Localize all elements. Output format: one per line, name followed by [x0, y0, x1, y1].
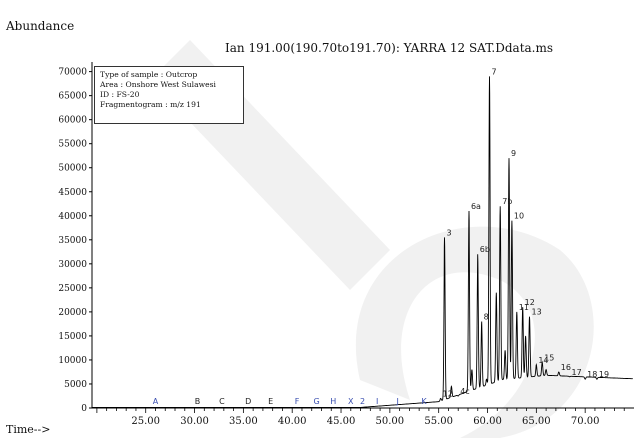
y-tick-label: 25000: [58, 284, 87, 294]
y-tick-label: 15000: [58, 332, 87, 342]
info-area: Area : Onshore West Sulawesi: [100, 80, 216, 89]
sample-info-box: Type of sample : Outcrop Area : Onshore …: [94, 66, 244, 124]
early-label: J: [395, 397, 398, 406]
x-tick-label: 70.00: [571, 416, 600, 427]
peak-label: 7b: [502, 197, 512, 206]
y-tick-label: 30000: [58, 260, 87, 270]
early-label: E: [268, 397, 273, 406]
chromatogram-trace: [92, 76, 633, 408]
chart-title: Ian 191.00(190.70to191.70): YARRA 12 SAT…: [225, 41, 553, 55]
peak-label: 4c: [460, 387, 470, 396]
y-ticks: 0 5000 10000 15000 20000 25000 30000 35000 40000…: [58, 68, 92, 414]
peak-label: 9: [511, 149, 516, 158]
x-tick-label: 60.00: [473, 416, 502, 427]
y-tick-label: 45000: [58, 188, 87, 198]
peak-label: 8: [484, 313, 489, 322]
early-label: I: [376, 397, 378, 406]
peak-label: 15: [544, 353, 554, 362]
y-axis-label: Abundance: [5, 19, 74, 33]
x-tick-label: 25.00: [131, 416, 160, 427]
peak-label: 7: [491, 67, 496, 76]
peak-label: 3: [447, 228, 452, 237]
x-tick-label: 50.00: [376, 416, 405, 427]
early-label: C: [219, 397, 225, 406]
x-tick-label: 65.00: [522, 416, 551, 427]
early-label: K: [421, 397, 427, 406]
y-tick-label: 20000: [58, 308, 87, 318]
peak-label: 6a: [471, 202, 481, 211]
peak-label: 11: [519, 303, 529, 312]
early-label: G: [314, 397, 320, 406]
early-label: B: [195, 397, 201, 406]
info-sample-type: Type of sample : Outcrop: [100, 70, 198, 79]
x-tick-label: 35.00: [229, 416, 258, 427]
x-tick-label: 45.00: [327, 416, 356, 427]
y-tick-label: 50000: [58, 164, 87, 174]
early-label: 2: [360, 397, 365, 406]
y-tick-label: 65000: [58, 92, 87, 102]
x-ticks: 25.00 30.00 35.00 40.00 45.00 50.00 55.00 60.00…: [96, 408, 625, 427]
peak-label: 10: [514, 212, 524, 221]
peak-label: 17: [572, 368, 582, 377]
peak-label: 12: [525, 298, 535, 307]
x-tick-label: 30.00: [180, 416, 209, 427]
x-tick-label: 40.00: [278, 416, 307, 427]
y-tick-label: 0: [81, 404, 87, 414]
peak-label: 19: [599, 370, 609, 379]
y-tick-label: 10000: [58, 356, 87, 366]
peak-label: 14: [538, 356, 548, 365]
y-tick-label: 35000: [58, 236, 87, 246]
y-tick-label: 5000: [64, 380, 87, 390]
y-tick-label: 55000: [58, 140, 87, 150]
peak-label: 13: [532, 308, 542, 317]
peak-label: 16: [561, 363, 571, 372]
x-axis-label: Time-->: [6, 423, 50, 436]
early-label: A: [153, 397, 159, 406]
early-label: F: [295, 397, 300, 406]
early-label: X: [348, 397, 354, 406]
info-fragmentogram: Fragmentogram : m/z 191: [100, 100, 201, 109]
peak-label: 12: [443, 389, 453, 398]
y-tick-label: 70000: [58, 68, 87, 78]
y-tick-label: 60000: [58, 116, 87, 126]
peak-label: 18: [587, 370, 597, 379]
peak-label: 6b: [480, 245, 490, 254]
x-tick-label: 55.00: [424, 416, 453, 427]
early-label: D: [245, 397, 251, 406]
info-id: ID : FS-20: [100, 90, 140, 99]
early-label: H: [330, 397, 336, 406]
y-tick-label: 40000: [58, 212, 87, 222]
